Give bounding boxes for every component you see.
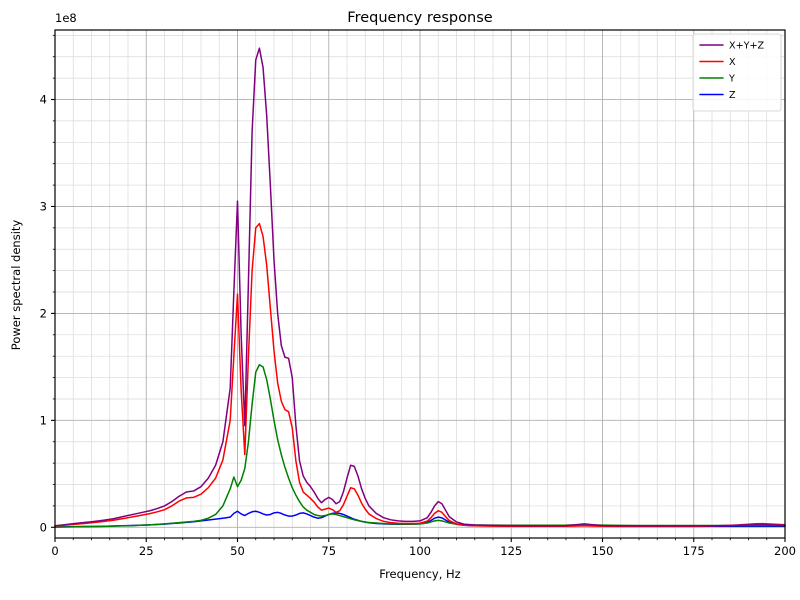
xtick-label: 150 <box>592 544 614 558</box>
legend-background <box>692 33 782 112</box>
y-axis-label: Power spectral density <box>9 220 23 351</box>
xtick-label: 175 <box>683 544 705 558</box>
ytick-label: 1 <box>40 413 47 427</box>
ytick-label: 0 <box>40 520 47 534</box>
xtick-label: 0 <box>51 544 58 558</box>
legend[interactable]: X+Y+Z XYZ <box>692 33 782 112</box>
series-line-x <box>54 222 786 528</box>
series-line-x-y-z <box>54 47 786 527</box>
ytick-label: 4 <box>40 93 47 107</box>
ytick-label: 2 <box>40 306 47 320</box>
axis-tick-marks <box>51 34 786 542</box>
xtick-label: 25 <box>139 544 154 558</box>
xtick-label: 100 <box>409 544 431 558</box>
legend-label-x-y-z[interactable]: X+Y+Z <box>729 41 765 52</box>
data-series-group <box>54 47 786 528</box>
y-axis-tick-labels: 0 1 2 3 4 <box>40 93 47 535</box>
xtick-label: 50 <box>230 544 245 558</box>
xtick-label: 125 <box>500 544 522 558</box>
xtick-label: 200 <box>774 544 796 558</box>
xtick-label: 75 <box>321 544 336 558</box>
x-axis-tick-labels: 0 25 50 75 100 125 150 175 200 <box>51 544 796 558</box>
legend-label-x[interactable]: X <box>729 57 736 68</box>
x-axis-label: Frequency, Hz <box>379 567 460 581</box>
y-axis-offset-label: 1e8 <box>55 11 77 25</box>
chart-title: Frequency response <box>347 10 492 26</box>
ytick-label: 3 <box>40 199 47 213</box>
legend-label-z[interactable]: Z <box>729 90 736 101</box>
legend-label-y[interactable]: Y <box>728 74 735 85</box>
